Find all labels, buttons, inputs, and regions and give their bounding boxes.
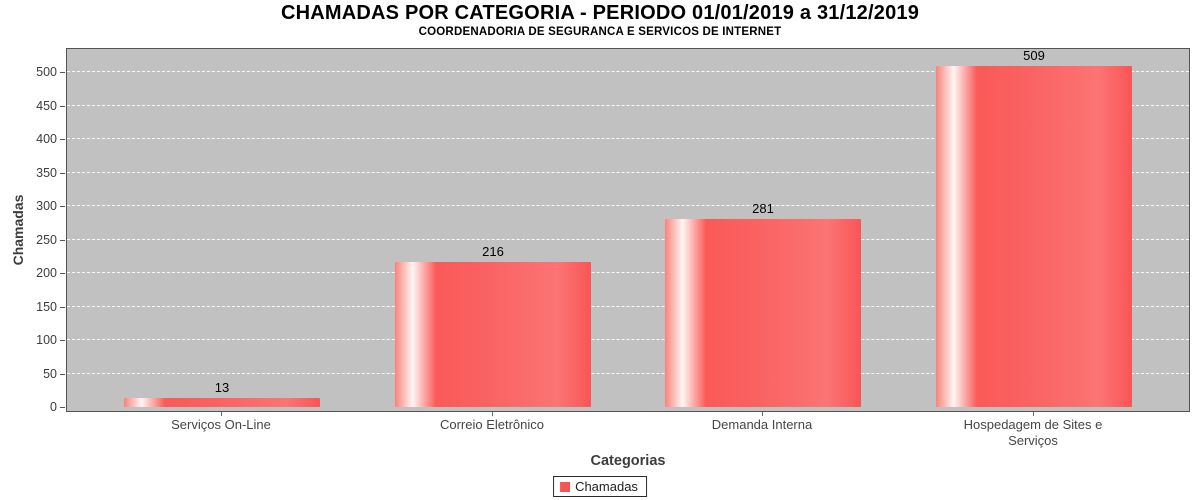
y-tick-mark <box>60 306 65 308</box>
y-tick-mark <box>60 206 65 207</box>
gridline <box>67 339 1189 340</box>
bar-value-label: 13 <box>214 380 230 396</box>
bar-value-label: 281 <box>752 200 774 216</box>
y-tick-mark <box>60 172 65 174</box>
bar <box>395 262 591 407</box>
category-label: Demanda Interna <box>711 417 813 432</box>
y-tick-label: 50 <box>43 366 57 381</box>
y-tick-label: 150 <box>36 299 57 314</box>
y-tick-mark <box>60 273 65 274</box>
y-tick-label: 250 <box>36 232 57 247</box>
category-label: Correio Eletrônico <box>439 417 545 432</box>
gridline <box>67 138 1189 139</box>
bar <box>936 65 1132 407</box>
y-tick-mark <box>60 72 65 73</box>
x-tick-mark <box>1033 412 1034 416</box>
y-tick-mark <box>60 105 65 107</box>
bar <box>124 398 320 407</box>
y-tick-mark <box>60 407 65 408</box>
y-tick-label: 450 <box>36 98 57 113</box>
y-tick-label: 400 <box>36 132 57 146</box>
gridline <box>67 71 1189 72</box>
y-tick-mark <box>60 340 65 341</box>
bar-value-label: 509 <box>1023 47 1045 63</box>
gridline <box>67 272 1189 273</box>
y-tick-label: 500 <box>36 65 57 79</box>
legend-swatch-icon <box>560 481 571 492</box>
y-tick-label: 350 <box>36 165 57 180</box>
x-axis-title: Categorias <box>590 453 666 469</box>
chart-title: CHAMADAS POR CATEGORIA - PERIODO 01/01/2… <box>280 2 920 24</box>
chart-subtitle: COORDENADORIA DE SEGURANCA E SERVICOS DE… <box>418 26 782 38</box>
bar <box>665 218 861 407</box>
gridline <box>67 205 1189 206</box>
y-tick-mark <box>60 373 65 375</box>
legend-label: Chamadas <box>575 479 638 494</box>
gridline <box>67 305 1189 307</box>
gridline <box>67 171 1189 173</box>
y-tick-label: 300 <box>36 199 57 213</box>
category-label: Hospedagem de Sites e Serviços <box>963 417 1103 448</box>
x-tick-mark <box>762 412 763 416</box>
y-tick-mark <box>60 239 65 241</box>
gridline <box>67 104 1189 106</box>
bar-value-label: 216 <box>482 244 504 260</box>
legend: Chamadas <box>553 476 647 497</box>
gridline <box>67 372 1189 374</box>
gridline <box>67 238 1189 240</box>
y-tick-mark <box>60 139 65 140</box>
x-tick-mark <box>221 412 222 416</box>
x-tick-mark <box>492 412 493 416</box>
y-tick-label: 100 <box>36 333 57 347</box>
y-tick-label: 200 <box>36 266 57 280</box>
category-label: Serviços On-Line <box>171 417 271 432</box>
y-tick-label: 0 <box>50 400 57 414</box>
plot-area: 13 216 281 509 <box>66 48 1190 412</box>
